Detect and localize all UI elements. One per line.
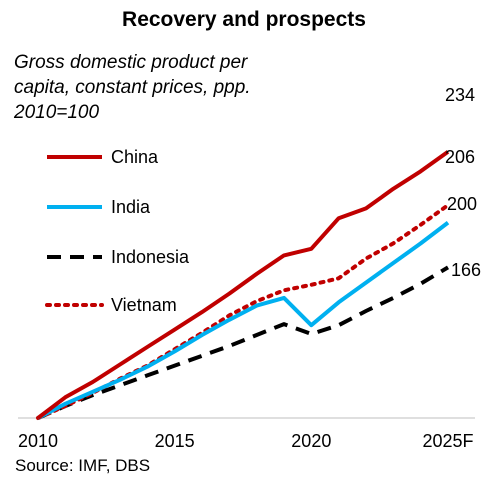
chart-subtitle: Gross domestic product per capita, const…	[14, 52, 251, 123]
x-tick-label: 2025F	[422, 431, 473, 451]
chart-title: Recovery and prospects	[122, 8, 366, 31]
end-label-india: 200	[447, 194, 477, 214]
legend-label-india: India	[111, 197, 151, 217]
legend: China India Indonesia Vietnam	[45, 147, 190, 315]
legend-label-china: China	[111, 147, 159, 167]
series-line-china	[36, 150, 450, 420]
series-line-india	[37, 221, 450, 420]
end-labels: 234 200 166 206	[445, 85, 481, 280]
x-tick-label: 2015	[155, 431, 195, 451]
x-axis-ticks: 2010 2015 2020 2025F	[18, 431, 474, 451]
source-note: Source: IMF, DBS	[15, 456, 151, 475]
x-tick-label: 2010	[18, 431, 58, 451]
x-tick-label: 2020	[291, 431, 331, 451]
series-layer	[36, 150, 450, 420]
legend-label-vietnam: Vietnam	[111, 295, 177, 315]
legend-label-indonesia: Indonesia	[111, 247, 190, 267]
series-line-indonesia	[37, 265, 450, 420]
end-label-china: 234	[445, 85, 475, 105]
end-label-indonesia: 166	[451, 260, 481, 280]
end-label-vietnam: 206	[445, 147, 475, 167]
